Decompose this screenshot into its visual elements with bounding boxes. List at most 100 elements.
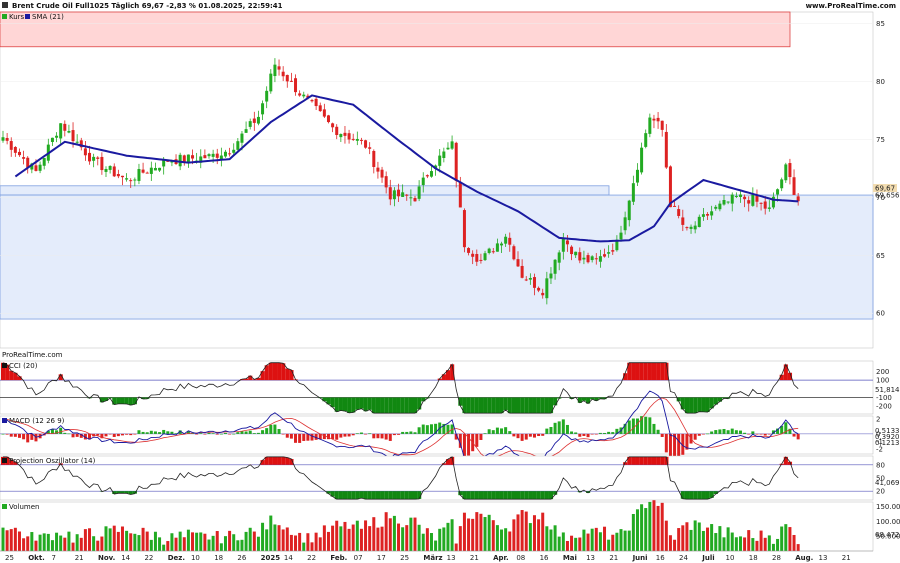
oversold-fill	[532, 397, 537, 414]
candle-body	[524, 279, 528, 281]
overbought-fill	[441, 463, 446, 465]
macd-histogram-bar	[479, 433, 483, 440]
x-tick-label: 13	[586, 554, 595, 562]
oversold-fill	[705, 397, 710, 413]
macd-histogram-bar	[644, 416, 648, 434]
header: Brent Crude Oil Full1025 Täglich 69,67 -…	[2, 2, 896, 10]
oversold-fill	[536, 397, 541, 414]
volume-bar	[273, 524, 277, 551]
volume-bar	[335, 520, 339, 551]
oversold-fill	[709, 491, 714, 498]
macd-signal-label: 0,3920	[875, 433, 900, 441]
menu-icon[interactable]	[2, 2, 8, 8]
projection-panel[interactable]: Projection Oszillator (14) 80 50 20 41,069	[0, 455, 900, 501]
macd-histogram-bar	[615, 428, 619, 434]
oversold-fill	[524, 397, 529, 414]
oversold-fill	[544, 491, 549, 500]
overbought-fill	[656, 362, 661, 381]
indicator-line	[2, 362, 799, 414]
oversold-fill	[478, 491, 484, 500]
volume-bar	[565, 540, 569, 551]
volume-bar	[751, 538, 755, 551]
macd-histogram-bar	[158, 432, 162, 434]
axis-tick-label: -1	[876, 438, 883, 446]
volume-bar	[133, 533, 137, 551]
macd-histogram-bar	[364, 433, 368, 435]
candle-body	[9, 141, 13, 150]
candle-body	[294, 78, 298, 93]
macd-histogram-bar	[549, 426, 553, 434]
candle-body	[578, 252, 582, 261]
overbought-fill	[268, 456, 273, 465]
volume-bar	[454, 543, 458, 551]
volume-bar	[767, 535, 771, 551]
candle-body	[685, 227, 689, 229]
price-panel[interactable]: Kurs SMA (21) ProRealTime.com 85 80 75 70 65…	[0, 11, 900, 359]
macd-histogram-bar	[701, 433, 705, 435]
cci-legend-label: CCI (20)	[9, 362, 38, 370]
volume-bar	[483, 517, 487, 551]
candle-body	[116, 174, 120, 177]
sma-legend-label: SMA (21)	[32, 13, 64, 21]
x-tick-label: 16	[656, 554, 665, 562]
candle-body	[318, 105, 322, 112]
macd-histogram-bar	[747, 433, 751, 435]
macd-histogram-bar	[673, 433, 677, 461]
oversold-fill	[569, 397, 574, 399]
watermark: ProRealTime.com	[2, 351, 63, 359]
oversold-fill	[417, 491, 422, 499]
candle-body	[343, 132, 347, 136]
overbought-fill	[281, 456, 286, 465]
macd-histogram-bar	[55, 430, 59, 434]
x-tick-label: Dez.	[168, 554, 185, 562]
oversold-fill	[351, 491, 356, 500]
volume-bar	[570, 535, 574, 551]
site-link[interactable]: www.ProRealTime.com	[806, 2, 896, 10]
overbought-fill	[256, 377, 261, 381]
oversold-fill	[495, 397, 500, 414]
macd-histogram-bar	[401, 431, 405, 434]
volume-bar	[22, 538, 26, 551]
oversold-fill	[594, 397, 599, 401]
candle-body	[743, 196, 747, 200]
candle-body	[326, 115, 330, 123]
oversold-fill	[367, 397, 372, 410]
candle-body	[409, 197, 413, 199]
macd-histogram-bar	[574, 432, 578, 434]
macd-histogram-bar	[207, 432, 211, 434]
volume-bar	[681, 525, 685, 551]
volume-bar	[223, 536, 227, 551]
candle-body	[59, 123, 63, 139]
macd-histogram-bar	[796, 433, 800, 440]
macd-panel[interactable]: MACD (12 26 9) 2 0-1-2 0,5133 0,3920 0,12…	[0, 390, 900, 465]
axis-tick-label: 50	[876, 475, 885, 483]
overbought-fill	[664, 362, 669, 381]
candle-body	[314, 98, 318, 107]
oversold-fill	[466, 397, 471, 414]
macd-histogram-bar	[5, 433, 9, 435]
macd-histogram-bar	[759, 433, 763, 435]
candle-body	[401, 192, 405, 197]
volume-bar	[701, 530, 705, 551]
candle-body	[677, 209, 681, 216]
oversold-fill	[404, 397, 409, 414]
x-tick-label: 21	[609, 554, 618, 562]
oversold-fill	[491, 491, 496, 500]
x-tick-label: 08	[516, 554, 525, 562]
volume-bar	[236, 540, 240, 551]
overbought-fill	[13, 461, 18, 465]
oversold-fill	[697, 397, 702, 412]
candle-body	[532, 277, 536, 288]
macd-histogram-bar	[520, 433, 524, 441]
volume-panel[interactable]: Volumen 150.000 100.000 50.000 68.472	[0, 500, 900, 552]
volume-bar	[145, 531, 149, 551]
candle-body	[495, 243, 499, 252]
volume-bar	[294, 535, 298, 551]
macd-histogram-bar	[763, 433, 767, 436]
macd-histogram-bar	[697, 433, 701, 436]
volume-bar	[714, 533, 718, 551]
overbought-fill	[787, 372, 793, 381]
volume-bar	[726, 527, 730, 551]
macd-histogram-bar	[553, 422, 557, 434]
